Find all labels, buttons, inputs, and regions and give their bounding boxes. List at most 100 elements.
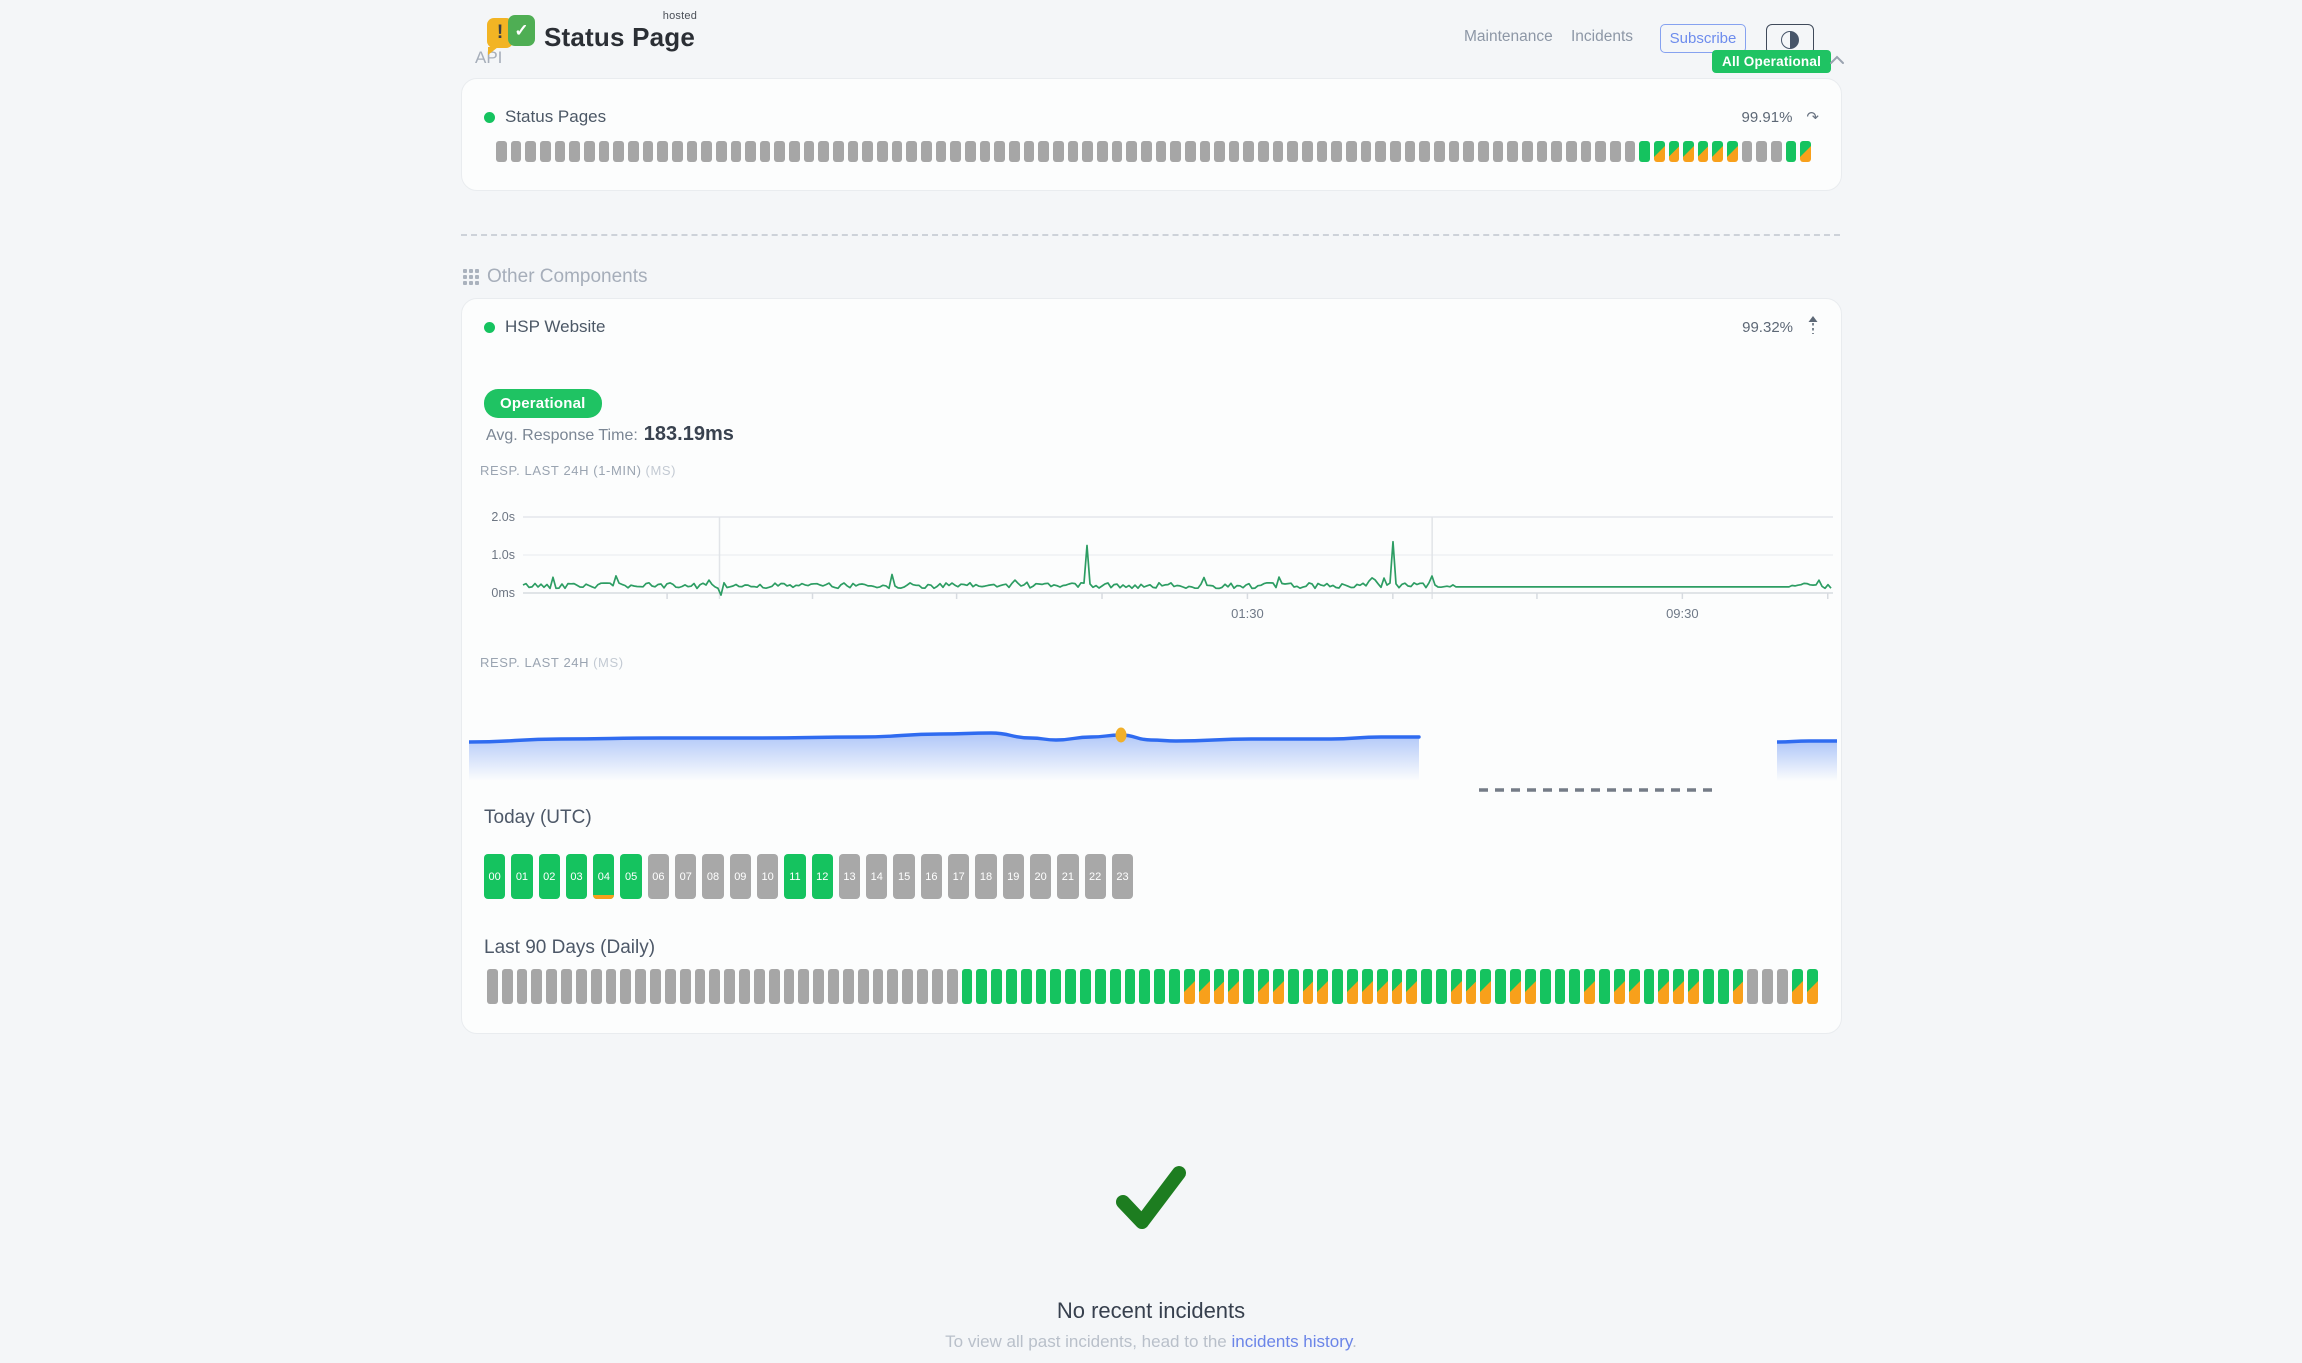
uptime-bar <box>917 969 928 1004</box>
uptime-percent: 99.32% <box>1742 318 1793 336</box>
avg-response-time: Avg. Response Time: 183.19ms <box>486 423 734 445</box>
uptime-bar <box>1539 969 1551 1004</box>
uptime-bar <box>1565 141 1577 162</box>
uptime-bar <box>1727 141 1738 162</box>
uptime-bar <box>1096 141 1108 162</box>
uptime-bar <box>730 141 742 162</box>
uptime-bar <box>1785 141 1797 162</box>
uptime-bar <box>1317 969 1329 1004</box>
uptime-bar <box>1332 969 1344 1004</box>
api-component-card: Status Pages 99.91% ↷ <box>461 78 1842 191</box>
uptime-bar <box>1524 969 1536 1004</box>
uptime-bar <box>709 969 721 1004</box>
collapse-chevron-icon[interactable] <box>1828 53 1846 71</box>
uptime-bar <box>1747 969 1759 1004</box>
uptime-bar <box>950 141 961 162</box>
hour-block: 05 <box>620 854 642 899</box>
subscribe-button[interactable]: Subscribe <box>1660 24 1746 53</box>
uptime-bar <box>1495 969 1507 1004</box>
uptime-bar <box>842 969 854 1004</box>
uptime-bar <box>1023 141 1035 162</box>
uptime-bar <box>650 969 661 1004</box>
uptime-bar <box>976 969 988 1004</box>
refresh-icon[interactable]: ↷ <box>1806 108 1819 126</box>
uptime-bar <box>671 141 683 162</box>
uptime-bar <box>1170 141 1181 162</box>
uptime-bar <box>931 969 943 1004</box>
uptime-bar <box>1800 141 1812 162</box>
uptime-bar <box>1258 141 1269 162</box>
last90-title: Last 90 Days (Daily) <box>484 937 656 958</box>
uptime-bar <box>1419 141 1430 162</box>
component-row[interactable]: HSP Website 99.32% <box>484 313 1819 341</box>
brand: ! ✓ Status Page hosted <box>487 10 697 56</box>
uptime-bar <box>1653 141 1665 162</box>
uptime-bar <box>686 141 698 162</box>
uptime-bar <box>1777 969 1788 1004</box>
uptime-bar <box>583 141 595 162</box>
uptime-bar <box>774 141 786 162</box>
uptime-bar <box>1052 141 1064 162</box>
component-name: HSP Website <box>505 317 606 336</box>
uptime-bar <box>1124 969 1136 1004</box>
component-row[interactable]: Status Pages 99.91% ↷ <box>484 103 1819 131</box>
uptime-bar <box>1421 969 1432 1004</box>
svg-text:09:30: 09:30 <box>1666 606 1699 621</box>
uptime-bar <box>1613 969 1625 1004</box>
uptime-bar <box>1005 969 1017 1004</box>
today-title: Today (UTC) <box>484 807 592 828</box>
uptime-bar <box>979 141 991 162</box>
uptime-bar <box>891 141 903 162</box>
uptime-bar <box>1584 969 1596 1004</box>
uptime-bar <box>1569 969 1581 1004</box>
uptime-bar <box>598 141 610 162</box>
uptime-bar <box>531 969 543 1004</box>
nav-maintenance[interactable]: Maintenance <box>1464 28 1553 45</box>
svg-text:2.0s: 2.0s <box>491 511 515 524</box>
uptime-bar <box>1302 969 1314 1004</box>
uptime-bar <box>906 141 918 162</box>
status-dot-icon <box>484 321 495 333</box>
uptime-bar <box>1507 141 1518 162</box>
response-area-chart <box>467 723 1837 805</box>
half-circle-icon <box>1781 30 1799 49</box>
uptime-bar <box>1624 141 1636 162</box>
uptime-bar <box>1272 141 1284 162</box>
uptime-bar <box>501 969 513 1004</box>
uptime-bar <box>1316 141 1328 162</box>
uptime-bar <box>783 969 795 1004</box>
uptime-bar <box>965 141 976 162</box>
uptime-bar <box>1463 141 1474 162</box>
nav-incidents[interactable]: Incidents <box>1571 28 1634 45</box>
uptime-bar <box>679 969 691 1004</box>
uptime-bar <box>813 969 825 1004</box>
uptime-bar <box>833 141 844 162</box>
uptime-bar <box>1732 969 1744 1004</box>
uptime-bar <box>1536 141 1548 162</box>
uptime-bar <box>1404 141 1416 162</box>
status-dot-icon <box>484 111 495 123</box>
uptime-bar <box>1228 141 1240 162</box>
uptime-bar <box>1287 141 1299 162</box>
grid-icon <box>463 269 479 285</box>
hour-block: 01 <box>511 854 533 899</box>
uptime-bar <box>902 969 914 1004</box>
uptime-bar <box>1376 969 1388 1004</box>
uptime-bar <box>1477 141 1489 162</box>
uptime-bar <box>1406 969 1418 1004</box>
uptime-bar <box>516 969 528 1004</box>
uptime-bar <box>994 141 1005 162</box>
incidents-history-link[interactable]: incidents history <box>1231 1332 1353 1351</box>
uptime-bar <box>1375 141 1387 162</box>
uptime-bar <box>1214 141 1225 162</box>
response-line-chart: 2.0s 1.0s 0ms 01:30 09:30 <box>471 510 1833 626</box>
uptime-bar <box>946 969 958 1004</box>
uptime-bar <box>1480 969 1492 1004</box>
uptime-bar <box>590 969 602 1004</box>
component-name: Status Pages <box>505 107 607 126</box>
daily-uptime-bars <box>487 969 1818 1004</box>
operational-badge: Operational <box>484 389 602 418</box>
uptime-bar <box>1791 969 1803 1004</box>
uptime-bar <box>1243 141 1255 162</box>
uptime-bar <box>1628 969 1640 1004</box>
